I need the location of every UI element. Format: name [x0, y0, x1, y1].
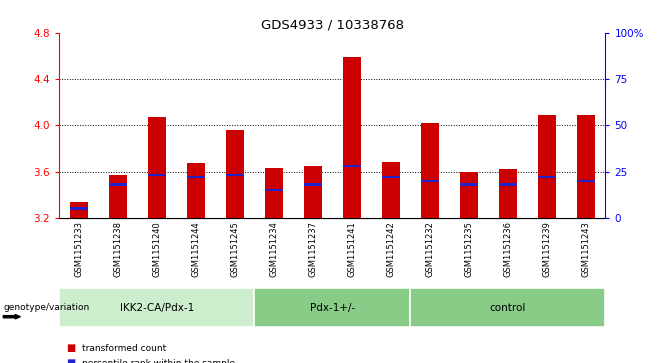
Text: GSM1151236: GSM1151236: [503, 221, 513, 277]
Text: GSM1151232: GSM1151232: [425, 221, 434, 277]
Text: GSM1151233: GSM1151233: [74, 221, 83, 277]
Bar: [70, 201, 88, 218]
Bar: [265, 189, 282, 191]
Bar: [421, 179, 439, 182]
Text: Pdx-1+/-: Pdx-1+/-: [310, 303, 355, 313]
Bar: [538, 176, 555, 178]
Text: GSM1151243: GSM1151243: [582, 221, 590, 277]
Bar: [499, 183, 517, 186]
Text: transformed count: transformed count: [82, 344, 166, 353]
FancyBboxPatch shape: [59, 288, 254, 327]
Bar: [577, 115, 595, 218]
FancyBboxPatch shape: [411, 288, 605, 327]
Text: GSM1151245: GSM1151245: [230, 221, 240, 277]
Bar: [304, 183, 322, 186]
Bar: [187, 176, 205, 178]
Bar: [343, 57, 361, 218]
Bar: [148, 174, 166, 176]
Bar: [109, 175, 126, 218]
Bar: [382, 176, 399, 178]
Text: GSM1151244: GSM1151244: [191, 221, 200, 277]
Bar: [70, 207, 88, 210]
Text: GSM1151239: GSM1151239: [542, 221, 551, 277]
Title: GDS4933 / 10338768: GDS4933 / 10338768: [261, 19, 404, 32]
Text: genotype/variation: genotype/variation: [3, 303, 89, 312]
Bar: [421, 123, 439, 218]
Text: ■: ■: [66, 343, 75, 354]
Bar: [109, 183, 126, 186]
Bar: [499, 169, 517, 218]
Bar: [226, 174, 243, 176]
Bar: [304, 166, 322, 218]
Text: percentile rank within the sample: percentile rank within the sample: [82, 359, 236, 363]
FancyBboxPatch shape: [254, 288, 411, 327]
Text: control: control: [490, 303, 526, 313]
Text: GSM1151237: GSM1151237: [309, 221, 317, 277]
Text: ■: ■: [66, 358, 75, 363]
Text: IKK2-CA/Pdx-1: IKK2-CA/Pdx-1: [120, 303, 194, 313]
Text: GSM1151241: GSM1151241: [347, 221, 356, 277]
Text: GSM1151240: GSM1151240: [152, 221, 161, 277]
Text: GSM1151238: GSM1151238: [113, 221, 122, 277]
Bar: [187, 163, 205, 218]
Text: GSM1151235: GSM1151235: [465, 221, 473, 277]
Bar: [148, 117, 166, 218]
Bar: [382, 162, 399, 218]
Bar: [460, 183, 478, 186]
Text: GSM1151242: GSM1151242: [386, 221, 395, 277]
Bar: [226, 130, 243, 218]
Text: GSM1151234: GSM1151234: [269, 221, 278, 277]
Bar: [265, 168, 282, 218]
Bar: [343, 165, 361, 167]
Bar: [538, 115, 555, 218]
Bar: [460, 171, 478, 218]
Bar: [577, 179, 595, 182]
